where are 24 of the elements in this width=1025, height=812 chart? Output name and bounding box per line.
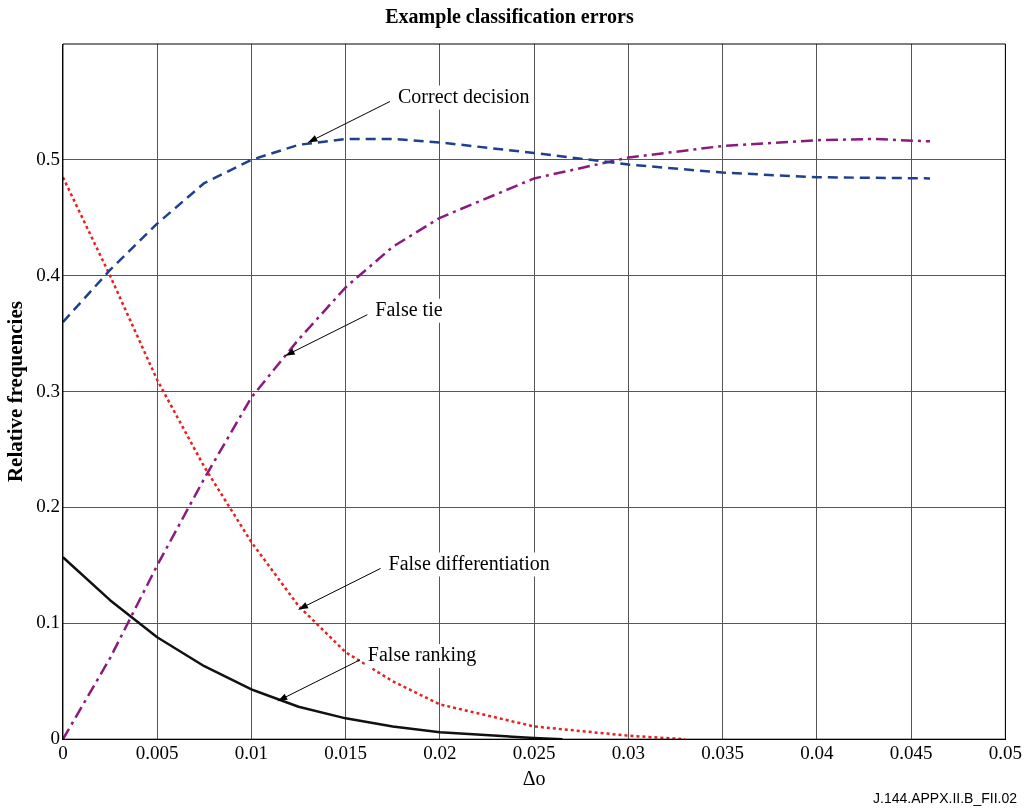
chart-title: Example classification errors: [385, 5, 634, 29]
x-axis-title: Δo: [522, 767, 546, 790]
annotation: Correct decision: [397, 84, 530, 107]
x-tick-label: 0.02: [423, 741, 457, 763]
x-tick-label: 0.01: [234, 741, 269, 763]
y-tick-label: 0.1: [36, 611, 60, 633]
x-tick-label: 0.05: [988, 741, 1022, 763]
x-tick-label: 0.03: [611, 741, 646, 763]
text: J.144.APPX.II.B_FII.02: [873, 789, 1018, 806]
y-tick-label: 0.3: [36, 379, 60, 401]
annotation: False ranking: [367, 643, 477, 667]
annotation: False differentiation: [388, 551, 550, 574]
y-tick-label: 0.2: [36, 495, 60, 517]
x-tick-label: 0.035: [701, 741, 745, 763]
x-tick-label: 0.015: [324, 741, 368, 763]
annotation: False tie: [375, 297, 443, 320]
x-tick-label: 0.025: [512, 741, 556, 763]
x-tick-label: 0.045: [889, 741, 933, 763]
y-axis-title: Relative frequencies: [3, 301, 28, 483]
x-tick-label: 0.04: [800, 741, 835, 763]
x-tick-label: 0.005: [135, 741, 179, 763]
y-tick-label: 0.4: [36, 263, 61, 285]
y-tick-label: 0: [50, 727, 60, 749]
y-tick-label: 0.5: [36, 147, 60, 169]
